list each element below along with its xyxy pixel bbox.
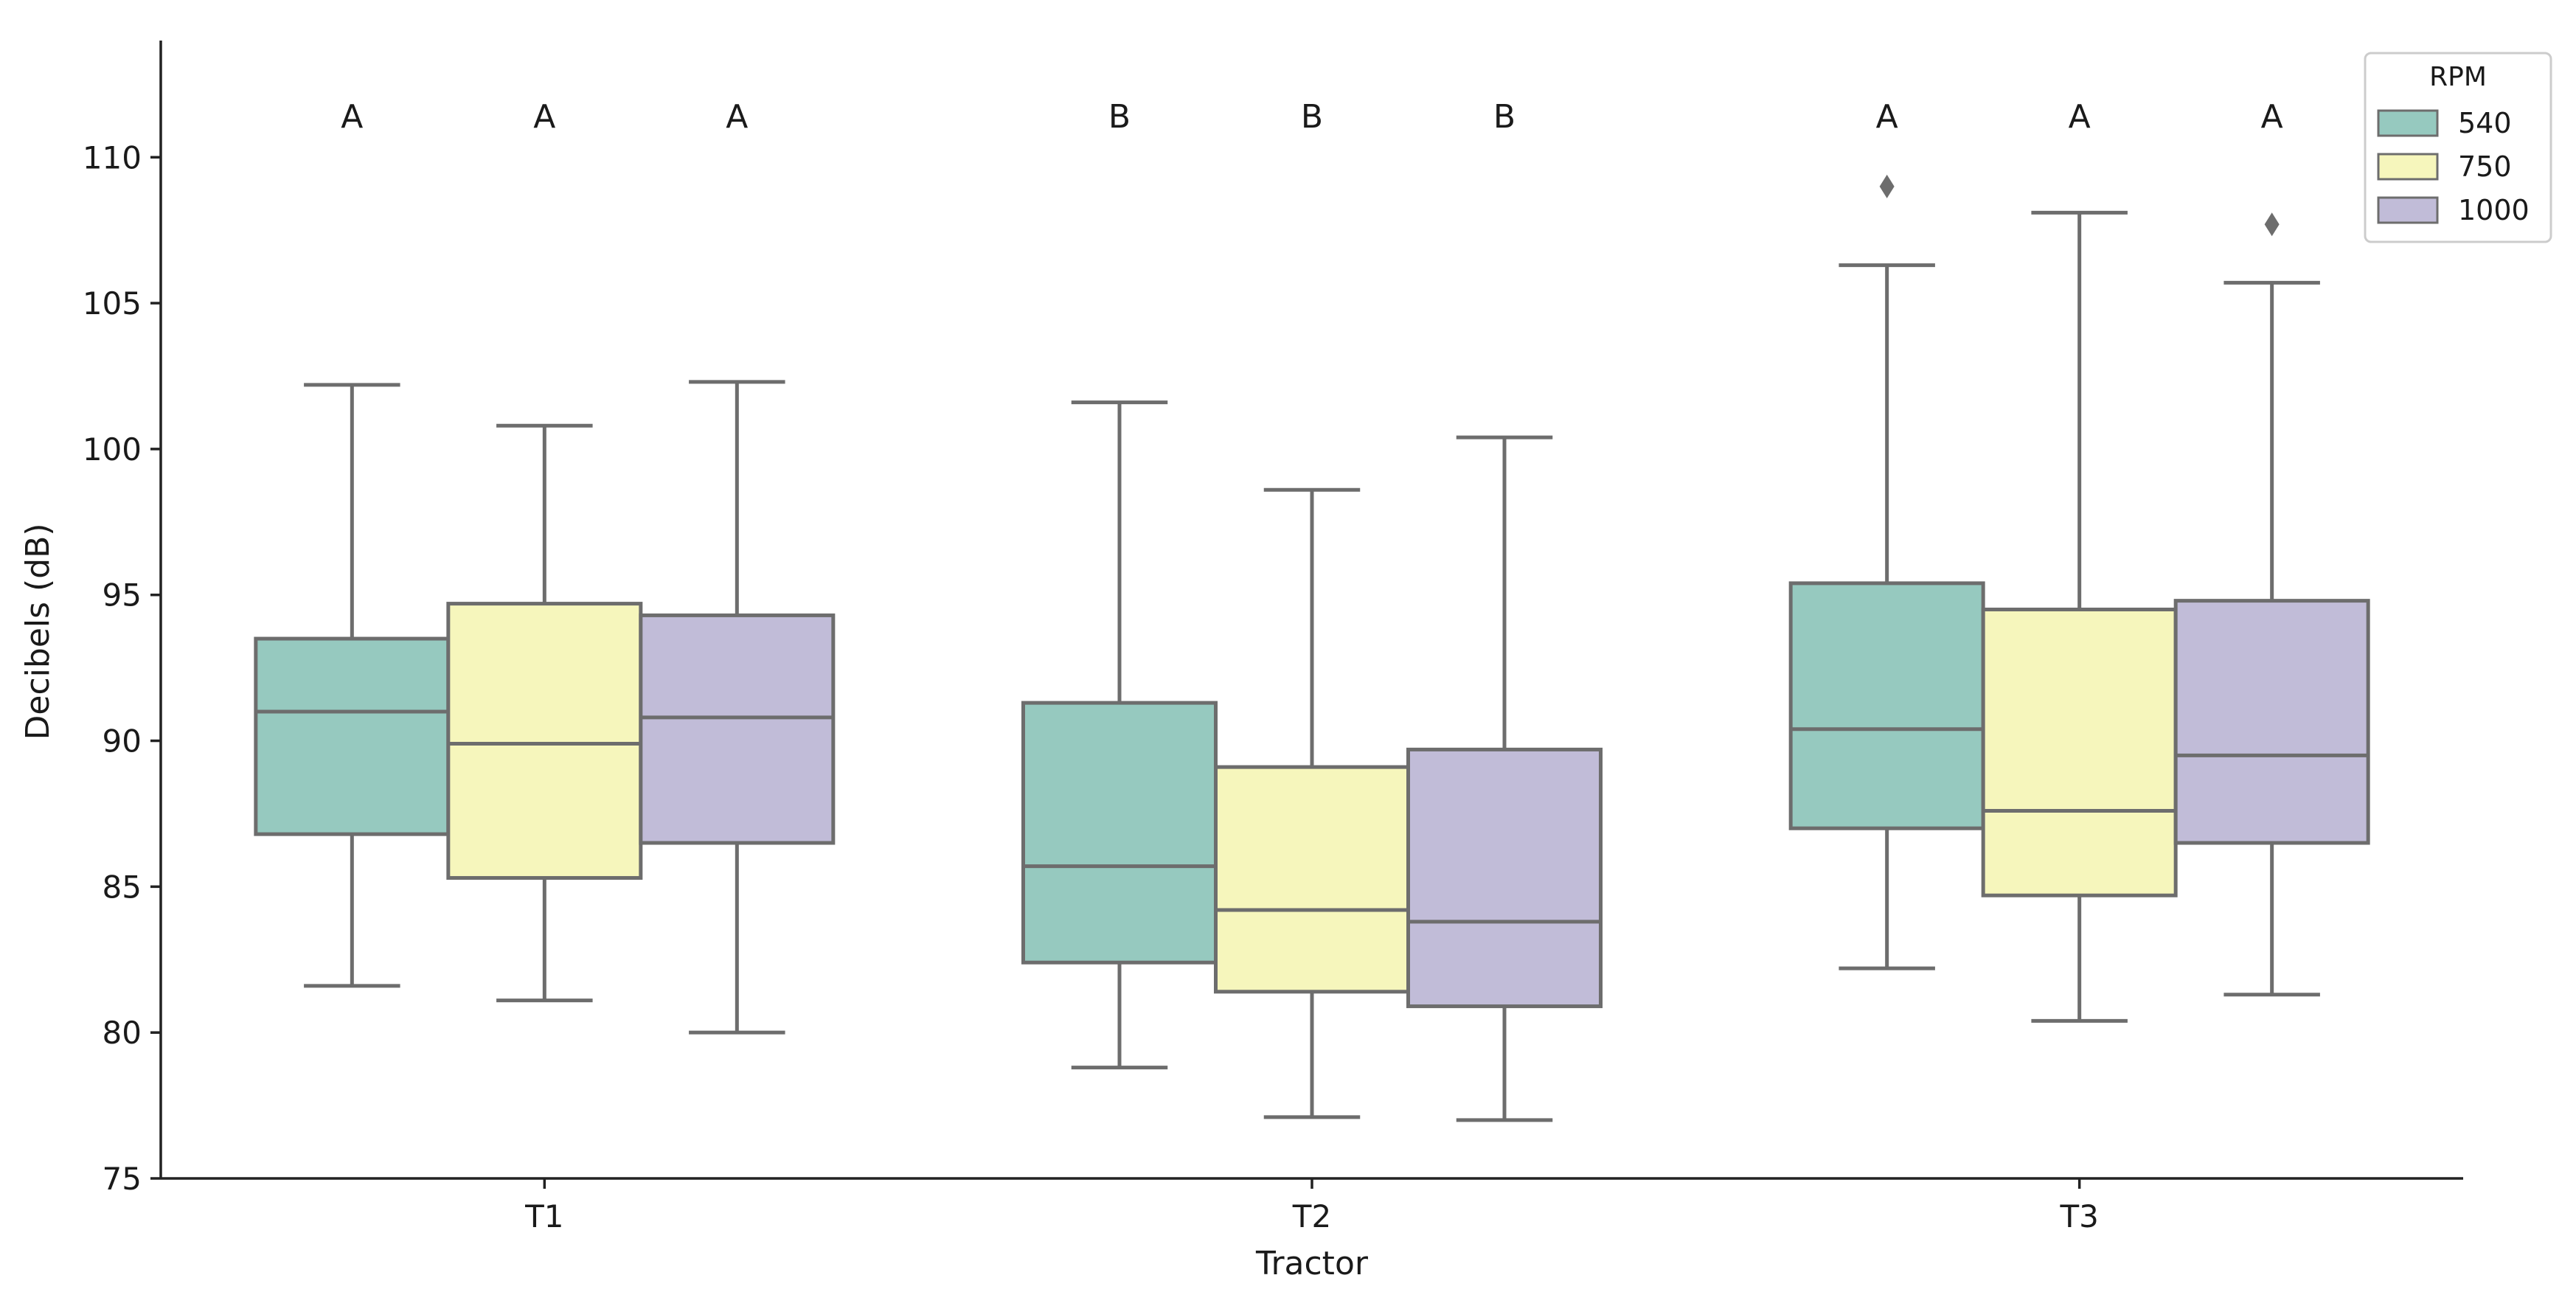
y-tick-label: 110 — [83, 139, 142, 176]
box-iqr — [1021, 701, 1218, 965]
significance-label: A — [533, 98, 555, 136]
y-axis-title: Decibels (dB) — [19, 524, 57, 740]
significance-label: B — [1108, 98, 1131, 136]
box-group-t3-750: A — [1981, 98, 2178, 1023]
x-axis-title: Tractor — [1255, 1245, 1369, 1282]
box-group-t1-1000: A — [639, 98, 836, 1035]
legend-label-540: 540 — [2458, 107, 2512, 139]
box-iqr — [1788, 581, 1985, 830]
box-iqr — [1406, 747, 1603, 1009]
legend-swatch-540 — [2377, 109, 2439, 137]
y-tick-label: 80 — [103, 1015, 142, 1051]
outlier-point — [1879, 174, 1895, 198]
box-group-t2-750: B — [1214, 98, 1410, 1119]
legend-swatch-1000 — [2377, 196, 2439, 224]
box-iqr — [2173, 599, 2370, 845]
significance-label: A — [1876, 98, 1898, 136]
y-tick-label: 100 — [83, 431, 142, 468]
box-group-t3-540: A — [1788, 98, 1985, 970]
axes: 75 80 85 90 95 100 105 110 T1 T2 T3 Tractor Decibels… — [19, 41, 2463, 1282]
legend-label-1000: 1000 — [2458, 194, 2530, 226]
box-group-t2-1000: B — [1406, 98, 1603, 1122]
y-tick-label: 90 — [103, 723, 142, 760]
significance-label: A — [726, 98, 748, 136]
y-tick-label: 85 — [103, 869, 142, 905]
legend: RPM 540 750 1000 — [2364, 52, 2552, 243]
x-tick-label: T3 — [2059, 1198, 2098, 1234]
legend-swatch-750 — [2377, 153, 2439, 181]
box-iqr — [1981, 608, 2178, 897]
y-tick-label: 75 — [103, 1161, 142, 1197]
significance-label: A — [341, 98, 363, 136]
box-group-t3-1000: A — [2173, 98, 2370, 997]
box-iqr — [1214, 765, 1410, 994]
box-group-t1-750: A — [446, 98, 643, 1003]
legend-label-750: 750 — [2458, 150, 2512, 183]
y-tick-label: 105 — [83, 285, 142, 322]
box-iqr — [446, 602, 643, 880]
box-group-t2-540: B — [1021, 98, 1218, 1070]
box-group-t1-540: A — [254, 98, 451, 988]
legend-title: RPM — [2429, 62, 2487, 92]
outlier-point — [2264, 212, 2280, 237]
significance-label: A — [2261, 98, 2283, 136]
plot-area: A B AA B AA B A — [254, 98, 2370, 1122]
x-tick-label: T1 — [524, 1198, 563, 1234]
box-iqr — [639, 613, 836, 845]
significance-label: A — [2069, 98, 2091, 136]
y-tick-label: 95 — [103, 577, 142, 614]
significance-label: B — [1493, 98, 1516, 136]
x-tick-label: T2 — [1292, 1198, 1331, 1234]
legend-box — [2364, 52, 2552, 243]
significance-label: B — [1301, 98, 1323, 136]
box-iqr — [254, 636, 451, 836]
